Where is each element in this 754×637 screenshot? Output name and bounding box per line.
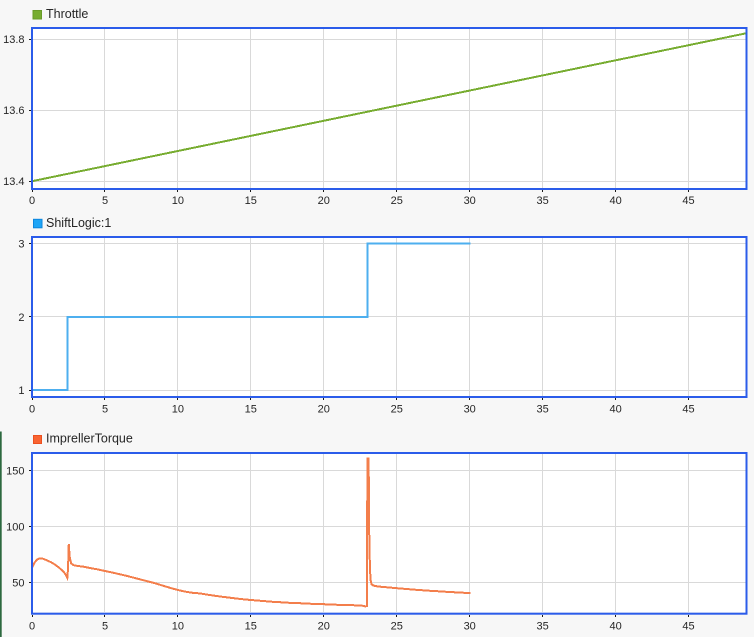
- svg-text:Throttle: Throttle: [46, 7, 88, 21]
- svg-text:13.6: 13.6: [3, 105, 24, 117]
- svg-text:150: 150: [6, 465, 24, 477]
- svg-text:2: 2: [18, 312, 24, 324]
- svg-text:0: 0: [29, 195, 35, 207]
- svg-text:40: 40: [609, 404, 621, 416]
- svg-text:30: 30: [464, 404, 476, 416]
- svg-text:5: 5: [102, 404, 108, 416]
- svg-text:10: 10: [172, 620, 184, 632]
- svg-text:100: 100: [6, 521, 24, 533]
- svg-text:20: 20: [318, 620, 330, 632]
- svg-text:45: 45: [682, 195, 694, 207]
- svg-text:20: 20: [318, 404, 330, 416]
- svg-text:ShiftLogic:1: ShiftLogic:1: [46, 216, 111, 230]
- svg-text:15: 15: [245, 404, 257, 416]
- svg-text:13.8: 13.8: [3, 34, 24, 46]
- svg-text:10: 10: [172, 195, 184, 207]
- svg-text:40: 40: [609, 620, 621, 632]
- svg-text:25: 25: [391, 620, 403, 632]
- svg-text:45: 45: [682, 620, 694, 632]
- svg-text:50: 50: [12, 577, 24, 589]
- svg-text:5: 5: [102, 620, 108, 632]
- svg-text:15: 15: [245, 620, 257, 632]
- svg-text:25: 25: [391, 404, 403, 416]
- svg-text:35: 35: [536, 195, 548, 207]
- svg-text:0: 0: [29, 620, 35, 632]
- svg-text:30: 30: [464, 620, 476, 632]
- svg-text:0: 0: [29, 404, 35, 416]
- svg-text:3: 3: [18, 239, 24, 251]
- svg-text:ImprellerTorque: ImprellerTorque: [46, 432, 133, 446]
- svg-text:10: 10: [172, 404, 184, 416]
- svg-text:1: 1: [18, 385, 24, 397]
- svg-text:13.4: 13.4: [3, 176, 24, 188]
- svg-text:20: 20: [318, 195, 330, 207]
- svg-text:35: 35: [536, 620, 548, 632]
- svg-text:45: 45: [682, 404, 694, 416]
- svg-text:25: 25: [391, 195, 403, 207]
- svg-text:5: 5: [102, 195, 108, 207]
- svg-text:30: 30: [464, 195, 476, 207]
- svg-text:35: 35: [536, 404, 548, 416]
- svg-text:15: 15: [245, 195, 257, 207]
- svg-text:40: 40: [609, 195, 621, 207]
